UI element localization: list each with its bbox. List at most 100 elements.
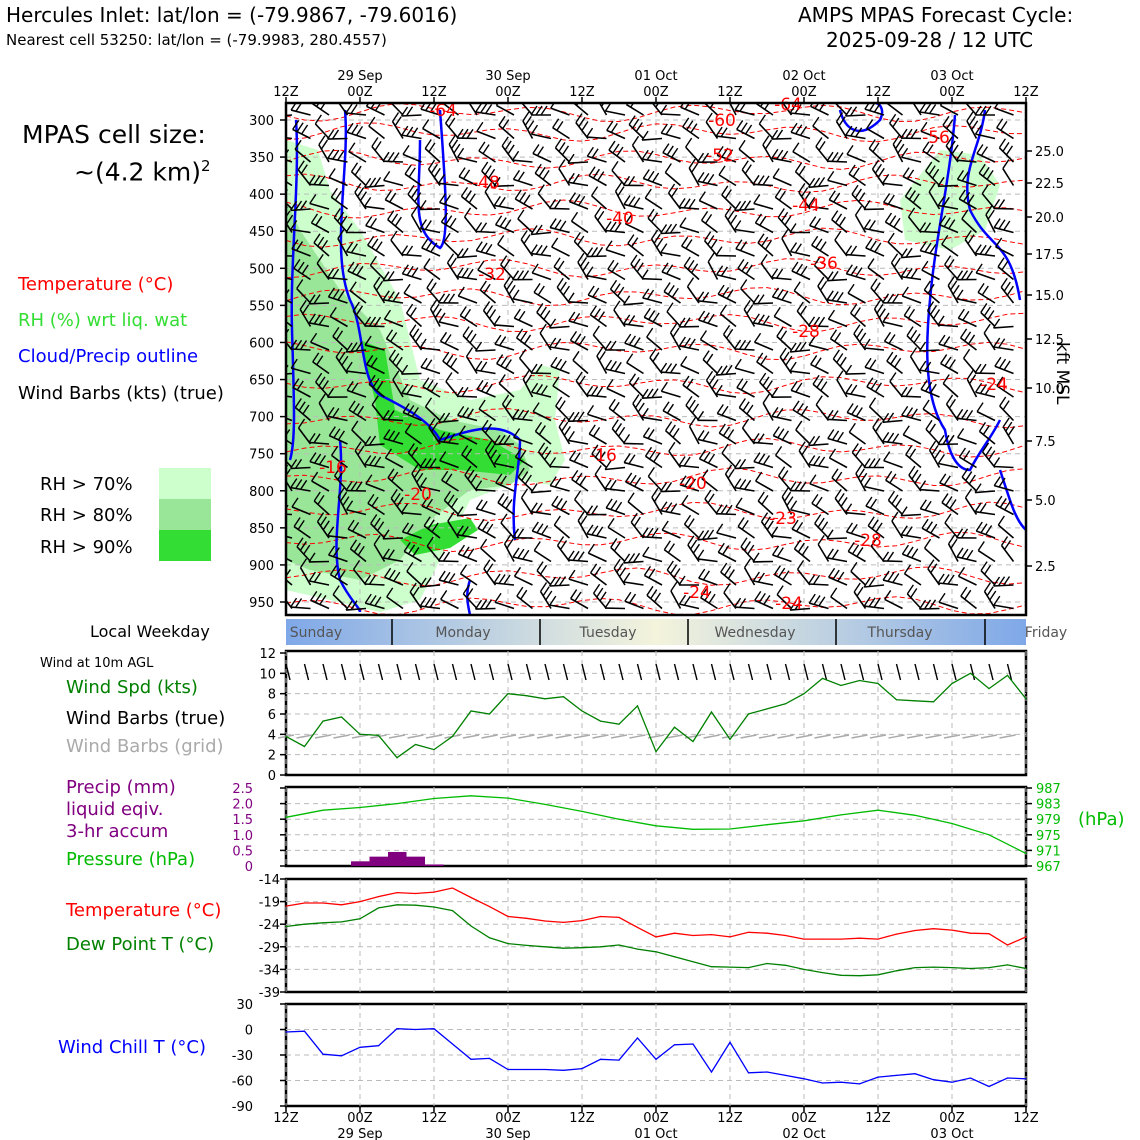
wind-barb <box>568 569 589 586</box>
temp-contour-label: -28 <box>854 531 882 551</box>
wind-barb-flag <box>337 290 345 301</box>
wind-barb <box>961 209 978 234</box>
wind-barb-flag <box>334 567 342 578</box>
wind-barb <box>956 289 977 304</box>
wind-barb-flag <box>382 529 390 540</box>
wind-barb-shaft <box>698 577 718 586</box>
wind-barb-flag <box>983 582 992 592</box>
wind-barb <box>607 259 626 281</box>
wind-barb <box>442 103 459 116</box>
grid-wind-barb <box>980 734 998 739</box>
wind-barb-shaft <box>286 535 293 539</box>
wind-barb-flag <box>371 395 379 406</box>
wind-barb-flag <box>659 482 668 492</box>
wind-barb-flag <box>294 339 303 350</box>
wind-barb-shaft <box>494 582 515 586</box>
wind-barb-shaft <box>999 405 1015 422</box>
wind-barb-shaft <box>902 175 922 187</box>
wind-barb-flag <box>548 318 557 329</box>
wind-barb-flag <box>764 103 770 110</box>
wind-barb-shaft <box>662 410 681 422</box>
wind-barb-flag <box>831 271 839 281</box>
wind-barb <box>575 371 589 398</box>
wind-barb <box>789 481 811 492</box>
wind-chill-point <box>988 1085 990 1088</box>
wind-barb-shaft <box>346 349 367 353</box>
wind-barb-flag <box>893 257 901 268</box>
wind-barb-shaft <box>498 124 515 140</box>
wind-barb-flag <box>811 493 819 504</box>
wind-barb-flag <box>698 191 706 202</box>
wind-barb-flag <box>536 303 544 313</box>
pressure-tick-label: 550 <box>249 299 274 314</box>
wind-barb-flag <box>797 542 805 553</box>
dew-point-point <box>488 937 491 939</box>
wind-barb <box>660 381 681 398</box>
wind-barb-flag <box>882 312 890 323</box>
wind-barb-shaft <box>812 125 829 140</box>
wind-barb <box>680 355 700 375</box>
wind-barb <box>941 234 959 257</box>
wind-barb-flag <box>572 550 580 561</box>
wind-barb-shaft <box>919 369 940 375</box>
wind-barb-flag <box>395 356 403 367</box>
pressure-point <box>988 834 990 836</box>
wind-barb-flag <box>459 306 467 316</box>
wind-barb-flag <box>480 500 488 511</box>
wind-barb-flag <box>659 224 668 234</box>
wind-barb <box>919 103 940 116</box>
wind-barb-shaft <box>697 558 718 563</box>
pressure-tick-label: 900 <box>249 559 274 574</box>
wind-barb-shaft <box>468 103 478 116</box>
wind-barb-flag <box>994 356 1002 367</box>
wind-barb <box>291 239 311 257</box>
wind-barb-flag <box>479 222 488 233</box>
wind-barb-shaft <box>327 157 348 163</box>
wind-barb-flag <box>795 382 803 393</box>
wind-barb <box>364 197 385 210</box>
wind-barb-flag <box>863 477 872 488</box>
wind-barb-shaft <box>868 147 885 163</box>
true-wind-barb <box>895 663 902 681</box>
wind-barb-flag <box>963 450 971 461</box>
wind-barb-flag <box>308 313 316 324</box>
wind-barb <box>588 166 607 187</box>
rh90-region <box>360 340 525 475</box>
wind-barb <box>776 326 793 351</box>
wind-barb-shaft <box>900 395 922 398</box>
grid-wind-barb <box>388 734 406 739</box>
wind-barb-flag <box>401 522 410 533</box>
wind-barb-flag <box>644 188 652 199</box>
wind-barb <box>937 176 959 188</box>
wind-barb-flag <box>735 239 743 250</box>
wind-barb-flag <box>555 498 563 508</box>
wind-barb-shaft <box>365 224 385 234</box>
wind-barb-flag <box>982 425 990 435</box>
wind-barb-flag <box>557 260 565 271</box>
wind-barb-shaft <box>828 199 848 210</box>
wind-barb-flag <box>290 220 298 230</box>
wind-barb-flag <box>541 525 549 535</box>
wind-barb-flag <box>553 515 561 526</box>
wind-barb-flag <box>290 358 298 369</box>
temp-ytick-label: -19 <box>259 896 280 911</box>
wind-barb-flag <box>840 497 848 507</box>
wind-barb <box>683 514 700 539</box>
wind-barb-flag <box>845 522 854 533</box>
wind-barb-flag <box>517 209 525 220</box>
wind-barb <box>958 189 977 210</box>
temperature-point <box>803 938 805 940</box>
wind-barb <box>733 339 755 351</box>
wind-barb-flag <box>295 241 304 251</box>
wind-barb-flag <box>909 347 918 357</box>
wind-barb-flag <box>318 315 326 326</box>
wind-barb <box>483 559 497 586</box>
wind-barb-flag <box>410 188 418 199</box>
wind-barb-shaft <box>286 395 293 398</box>
legend-wind-speed: Wind Spd (kts) <box>66 677 198 698</box>
wind-barb-flag <box>687 518 695 529</box>
temp-contour-label: -36 <box>810 254 838 274</box>
wind-barb-flag <box>911 469 919 480</box>
legend-dewpoint: Dew Point T (°C) <box>66 934 215 955</box>
wind-barb-flag <box>400 245 409 255</box>
